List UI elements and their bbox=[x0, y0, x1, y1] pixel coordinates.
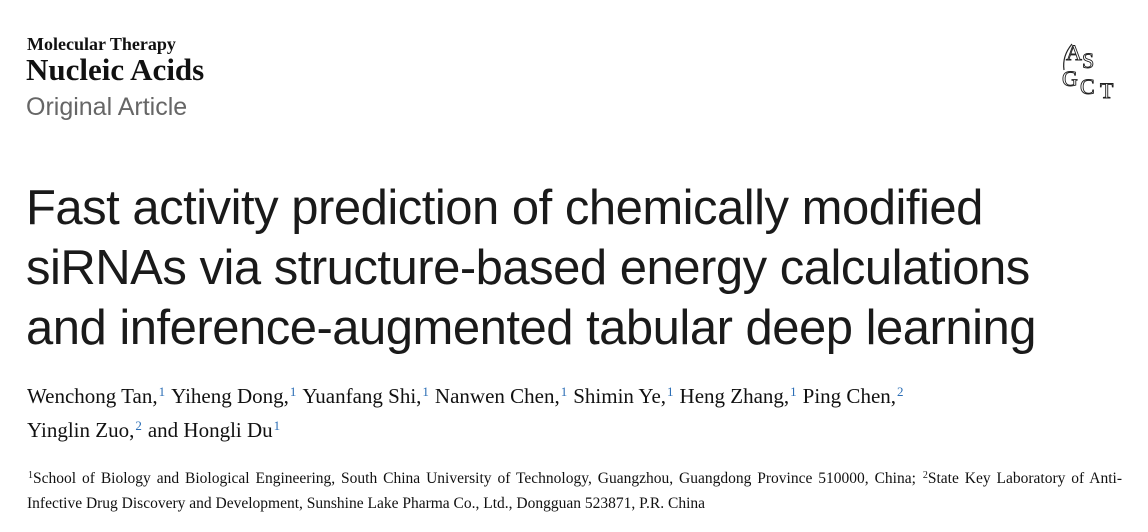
author: Heng Zhang,1 bbox=[680, 384, 797, 408]
author-name: Nanwen Chen, bbox=[434, 384, 560, 408]
logo-arc bbox=[1063, 43, 1073, 71]
author: Shimin Ye,1 bbox=[573, 384, 673, 408]
author-affil: 1 bbox=[158, 384, 166, 399]
author-name: Yinglin Zuo, bbox=[27, 418, 135, 442]
affiliation-number: 2 bbox=[922, 470, 928, 481]
author-line: Yinglin Zuo,2 and Hongli Du1 bbox=[27, 411, 910, 445]
title-line: Fast activity prediction of chemically m… bbox=[26, 181, 983, 235]
affiliations: 1School of Biology and Biological Engine… bbox=[27, 463, 1122, 516]
title-line: and inference-augmented tabular deep lea… bbox=[26, 301, 1036, 355]
logo-letter: T bbox=[1100, 78, 1114, 102]
author: Yiheng Dong,1 bbox=[171, 384, 296, 408]
author-affil: 1 bbox=[790, 384, 797, 399]
author-affil: 1 bbox=[422, 384, 429, 399]
author-name: Ping Chen, bbox=[802, 384, 897, 408]
author-name: Yiheng Dong, bbox=[171, 384, 289, 408]
affiliation: 2State Key Laboratory of Anti-Infective … bbox=[27, 470, 1122, 512]
journal-line2: Nucleic Acids bbox=[26, 52, 205, 87]
author-affil: 1 bbox=[273, 418, 281, 433]
affiliation-number: 1 bbox=[28, 470, 33, 481]
author: Nanwen Chen,1 bbox=[435, 384, 567, 408]
journal-line1: Molecular Therapy bbox=[27, 34, 176, 54]
article-type: Original Article bbox=[26, 93, 188, 121]
author: and Hongli Du1 bbox=[148, 418, 280, 442]
authors: Wenchong Tan,1 Yiheng Dong,1 Yuanfang Shi,… bbox=[27, 377, 910, 445]
author-name: Shimin Ye, bbox=[573, 384, 667, 408]
logo-letter: S bbox=[1082, 48, 1094, 73]
author-affil: 1 bbox=[289, 384, 297, 399]
author-line: Wenchong Tan,1 Yiheng Dong,1 Yuanfang Shi,… bbox=[27, 377, 910, 411]
affiliation-text: School of Biology and Biological Enginee… bbox=[33, 470, 916, 487]
author-name: and Hongli Du bbox=[147, 418, 273, 442]
author-name: Wenchong Tan, bbox=[27, 384, 158, 408]
author-name: Heng Zhang, bbox=[679, 384, 790, 408]
title: Fast activity prediction of chemically m… bbox=[26, 178, 1036, 358]
logo-letter: C bbox=[1080, 74, 1095, 99]
author-affil: 1 bbox=[560, 384, 568, 399]
author-affil: 2 bbox=[135, 418, 142, 433]
title-line: siRNAs via structure-based energy calcul… bbox=[26, 241, 1030, 295]
author: Wenchong Tan,1 bbox=[27, 384, 165, 408]
author: Yinglin Zuo,2 bbox=[27, 418, 142, 442]
affiliation-text: State Key Laboratory of Anti-Infective D… bbox=[27, 470, 1123, 512]
logo-letter: G bbox=[1062, 66, 1078, 91]
author: Ping Chen,2 bbox=[803, 384, 904, 408]
author-name: Yuanfang Shi, bbox=[302, 384, 422, 408]
affiliation: 1School of Biology and Biological Engine… bbox=[27, 470, 916, 487]
logo-letter: A bbox=[1066, 40, 1082, 65]
author: Yuanfang Shi,1 bbox=[302, 384, 429, 408]
author-affil: 1 bbox=[667, 384, 674, 399]
logo: A S G C T bbox=[1062, 40, 1115, 102]
author-affil: 2 bbox=[897, 384, 904, 399]
